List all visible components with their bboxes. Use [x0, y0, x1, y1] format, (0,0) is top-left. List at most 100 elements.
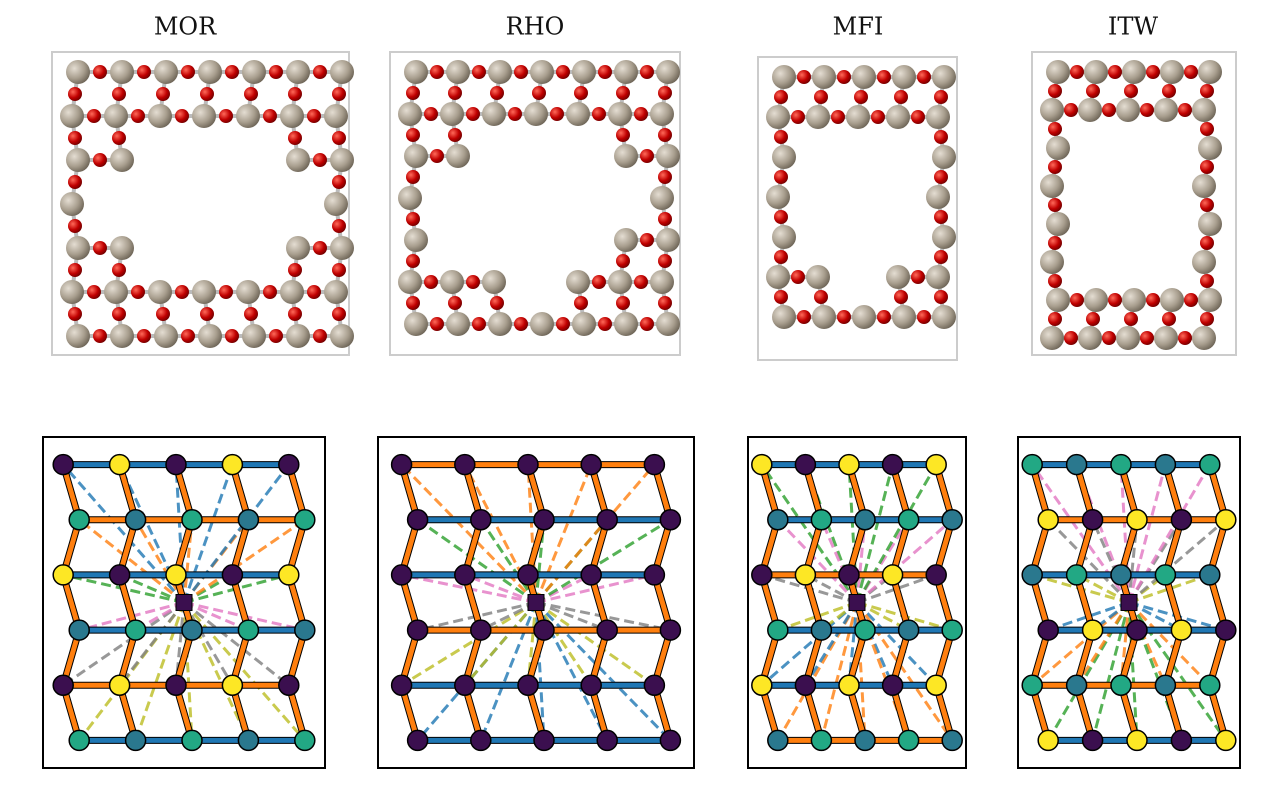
panel-title: MFI: [833, 13, 884, 41]
structure: [1031, 51, 1237, 356]
oxygen-atom: [1108, 293, 1122, 307]
oxygen-atom: [93, 241, 107, 255]
dashed-edge: [1127, 601, 1211, 687]
dashed-edge: [1128, 518, 1227, 604]
node: [1021, 453, 1043, 476]
oxygen-atom: [854, 90, 868, 104]
oxygen-atom: [791, 270, 805, 284]
oxygen-atom: [1124, 84, 1138, 98]
cell-box: [389, 51, 681, 356]
oxygen-atom: [1124, 312, 1138, 326]
dashed-edge: [1046, 601, 1131, 742]
node: [221, 674, 244, 696]
dashed-edge: [1047, 518, 1131, 604]
oxygen-atom: [791, 110, 805, 124]
oxygen-atom: [68, 131, 82, 145]
node: [596, 509, 618, 531]
node: [659, 509, 682, 531]
silicon-atom: [806, 265, 830, 289]
silicon-atom: [530, 312, 554, 336]
node: [1215, 729, 1237, 752]
oxygen-atom: [508, 107, 522, 121]
silicon-atom: [154, 60, 178, 84]
oxygen-atom: [837, 70, 851, 84]
dashed-edge: [534, 463, 656, 604]
oxygen-atom: [877, 310, 891, 324]
node: [1021, 564, 1043, 586]
dashed-edge: [856, 573, 937, 604]
silicon-atom: [1040, 174, 1064, 198]
node: [1126, 619, 1148, 641]
silicon-atom: [242, 324, 266, 348]
oxygen-atom: [219, 285, 233, 299]
structure: [757, 56, 958, 361]
oxygen-atom: [137, 65, 151, 79]
oxygen-atom: [332, 87, 346, 101]
dashed-edge: [855, 601, 954, 742]
silicon-atom: [398, 186, 422, 210]
silicon-atom: [926, 105, 950, 129]
node: [925, 453, 947, 476]
oxygen-atom: [774, 130, 788, 144]
oxygen-atom: [814, 90, 828, 104]
silicon-atom: [286, 324, 310, 348]
oxygen-atom: [1184, 293, 1198, 307]
node: [533, 619, 555, 641]
oxygen-atom: [658, 128, 672, 142]
silicon-atom: [656, 312, 680, 336]
oxygen-atom: [1048, 274, 1062, 288]
node: [810, 509, 833, 531]
node: [1215, 619, 1237, 641]
oxygen-atom: [934, 130, 948, 144]
silicon-atom: [1040, 250, 1064, 274]
node: [881, 564, 904, 586]
node: [596, 619, 618, 641]
node: [390, 674, 413, 696]
oxygen-atom: [288, 263, 302, 277]
oxygen-atom: [797, 310, 811, 324]
node: [181, 619, 203, 641]
node: [165, 674, 187, 696]
silicon-atom: [766, 105, 790, 129]
node: [237, 619, 260, 641]
node: [390, 453, 413, 476]
oxygen-atom: [1140, 103, 1154, 117]
oxygen-atom: [658, 254, 672, 268]
oxygen-atom: [616, 254, 630, 268]
node: [1170, 729, 1193, 752]
dashed-edge: [183, 601, 249, 632]
oxygen-atom: [894, 90, 908, 104]
silicon-atom: [566, 102, 590, 126]
silicon-atom: [1122, 288, 1146, 312]
node: [68, 509, 90, 531]
dashed-edge: [855, 464, 895, 603]
silicon-atom: [60, 104, 84, 128]
oxygen-atom: [634, 107, 648, 121]
silicon-atom: [404, 60, 428, 84]
oxygen-atom: [288, 131, 302, 145]
dashed-edge: [118, 463, 186, 604]
dashed-edge: [416, 518, 537, 604]
silicon-atom: [66, 236, 90, 260]
silicon-atom: [1078, 98, 1102, 122]
oxygen-atom: [156, 307, 170, 321]
oxygen-atom: [87, 285, 101, 299]
oxygen-atom: [68, 307, 82, 321]
oxygen-atom: [1200, 198, 1214, 212]
oxygen-atom: [774, 90, 788, 104]
oxygen-atom: [917, 310, 931, 324]
oxygen-atom: [307, 109, 321, 123]
node: [854, 619, 876, 641]
dashed-edge: [182, 463, 290, 604]
oxygen-atom: [1184, 65, 1198, 79]
oxygen-atom: [424, 275, 438, 289]
oxygen-atom: [814, 290, 828, 304]
silicon-atom: [926, 185, 950, 209]
node: [454, 453, 476, 476]
node: [294, 619, 316, 641]
silicon-atom: [104, 280, 128, 304]
dashed-edge: [182, 464, 234, 603]
silicon-atom: [1046, 212, 1070, 236]
silicon-atom: [154, 324, 178, 348]
